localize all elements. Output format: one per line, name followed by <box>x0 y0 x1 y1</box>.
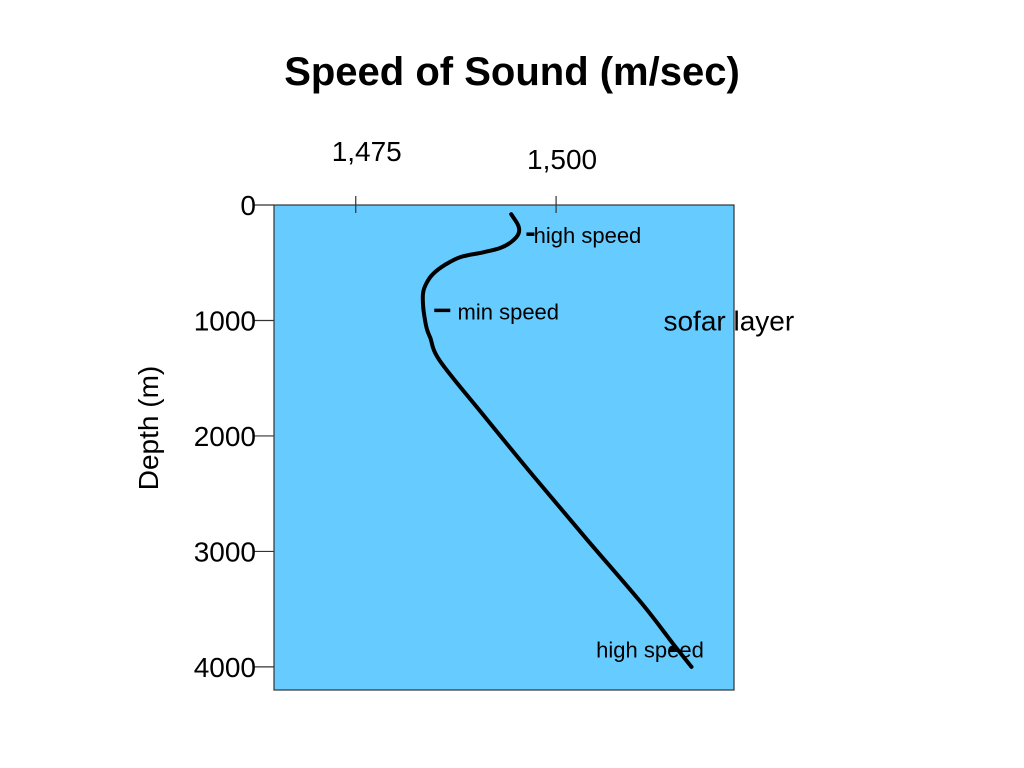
annotation-label: high speed <box>534 223 642 248</box>
annotation-label: high speed <box>596 638 704 663</box>
y-tick-label: 2000 <box>194 421 256 452</box>
plot-area <box>273 204 735 691</box>
speed-depth-profile-line <box>420 212 694 669</box>
y-tick-label: 4000 <box>194 652 256 683</box>
annotations: high speed min speed sofar layer high speed <box>434 223 794 663</box>
x-tick-label: 1,475 <box>332 136 402 167</box>
y-axis-label: Depth (m) <box>133 366 164 490</box>
x-axis: 1,475 1,500 <box>332 136 597 213</box>
chart-title: Speed of Sound (m/sec) <box>284 50 740 94</box>
y-tick-label: 1000 <box>194 305 256 336</box>
y-tick-label: 3000 <box>194 536 256 567</box>
annotation-label: sofar layer <box>663 305 794 336</box>
y-tick-label: 0 <box>240 190 256 221</box>
annotation-label: min speed <box>458 299 560 324</box>
x-tick-label: 1,500 <box>527 144 597 175</box>
y-axis: 0 1000 2000 3000 4000 <box>194 190 274 683</box>
